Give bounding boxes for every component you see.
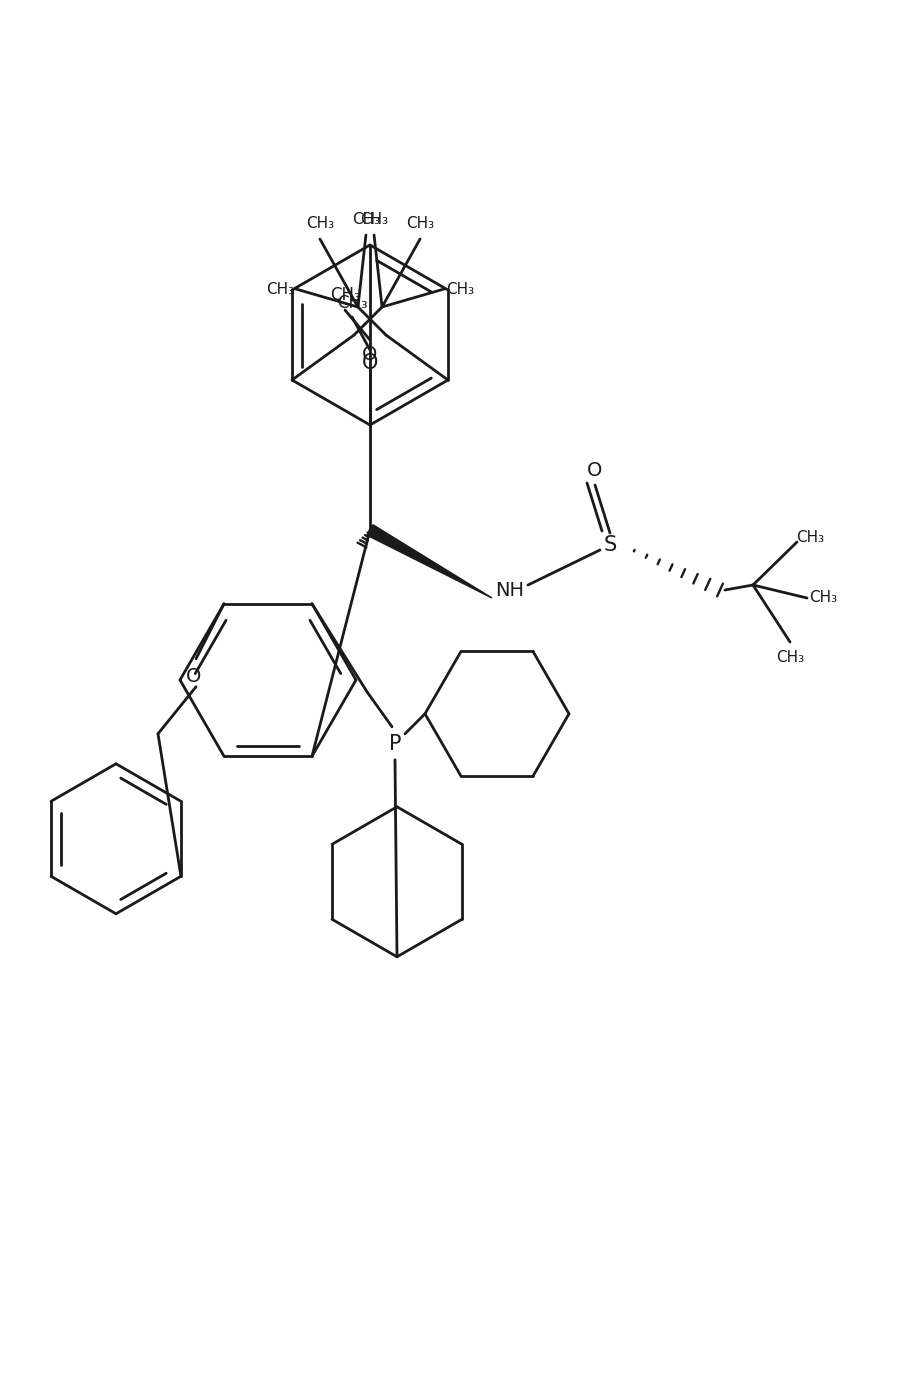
Text: O: O — [363, 345, 377, 364]
Text: CH₃: CH₃ — [352, 212, 380, 228]
Text: CH₃: CH₃ — [776, 649, 804, 664]
Text: CH₃: CH₃ — [266, 282, 294, 296]
Text: P: P — [388, 734, 401, 754]
Text: O: O — [362, 353, 378, 373]
Text: CH₃: CH₃ — [337, 295, 367, 311]
Text: O: O — [186, 667, 202, 687]
Text: CH₃: CH₃ — [446, 282, 474, 296]
Text: CH₃: CH₃ — [330, 286, 360, 304]
Text: CH₃: CH₃ — [809, 591, 837, 606]
Text: NH: NH — [496, 581, 525, 599]
Text: CH₃: CH₃ — [360, 212, 388, 228]
Text: CH₃: CH₃ — [796, 530, 824, 546]
Text: S: S — [604, 535, 616, 556]
Polygon shape — [367, 525, 492, 597]
Text: O: O — [587, 461, 603, 479]
Text: CH₃: CH₃ — [306, 216, 334, 232]
Text: CH₃: CH₃ — [406, 216, 434, 232]
